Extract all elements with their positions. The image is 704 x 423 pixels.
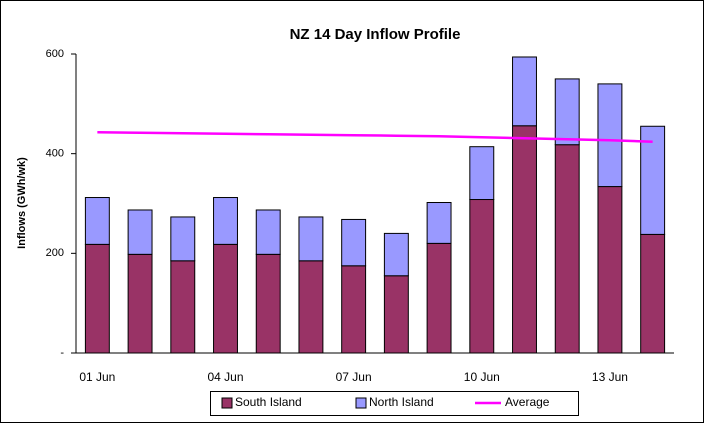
legend-label: South Island: [235, 395, 302, 409]
bar-segment: [170, 260, 196, 354]
legend-swatch: [355, 397, 367, 409]
chart-title: NZ 14 Day Inflow Profile: [290, 26, 461, 43]
bar-segment: [341, 265, 367, 354]
bar-segment: [127, 253, 153, 354]
y-axis-label: Inflows (GWh/wk): [16, 157, 28, 249]
average-line: [97, 130, 653, 143]
bar-segment: [597, 83, 623, 188]
bar-segment: [469, 199, 495, 354]
legend-label: North Island: [369, 395, 434, 409]
bar-segment: [554, 144, 580, 354]
bar-segment: [255, 253, 281, 354]
bar-segment: [597, 186, 623, 354]
y-tick-label: 200: [46, 247, 64, 259]
bar-segment: [383, 232, 409, 277]
bar-segment: [298, 260, 324, 354]
bar-segment: [554, 78, 580, 146]
bar-segment: [640, 233, 666, 354]
bar-segment: [255, 209, 281, 255]
legend-box: [210, 391, 579, 416]
bar-segment: [469, 146, 495, 201]
bar-segment: [213, 197, 238, 245]
y-tick-label: 600: [46, 48, 64, 60]
legend-label: Average: [505, 395, 550, 409]
bar-segment: [298, 216, 324, 262]
x-tick-label: 01 Jun: [79, 370, 115, 384]
bar-segment: [640, 125, 666, 235]
x-tick-label: 07 Jun: [336, 370, 372, 384]
bar-segment: [170, 216, 196, 262]
bar-segment: [84, 243, 110, 354]
y-tick-label: 400: [46, 148, 64, 160]
bar-segment: [341, 218, 367, 267]
bar-segment: [512, 125, 537, 354]
y-tick-label: -: [60, 347, 64, 359]
bar-segment: [512, 56, 537, 127]
x-tick-label: 04 Jun: [207, 370, 243, 384]
bar-segment: [426, 202, 452, 244]
legend-swatch: [221, 397, 233, 409]
bar-segment: [84, 197, 110, 245]
bar-segment: [127, 209, 153, 255]
x-tick-label: 10 Jun: [464, 370, 500, 384]
x-tick-label: 13 Jun: [592, 370, 628, 384]
bar-segment: [426, 242, 452, 354]
bar-segment: [383, 275, 409, 354]
bar-segment: [213, 243, 238, 354]
